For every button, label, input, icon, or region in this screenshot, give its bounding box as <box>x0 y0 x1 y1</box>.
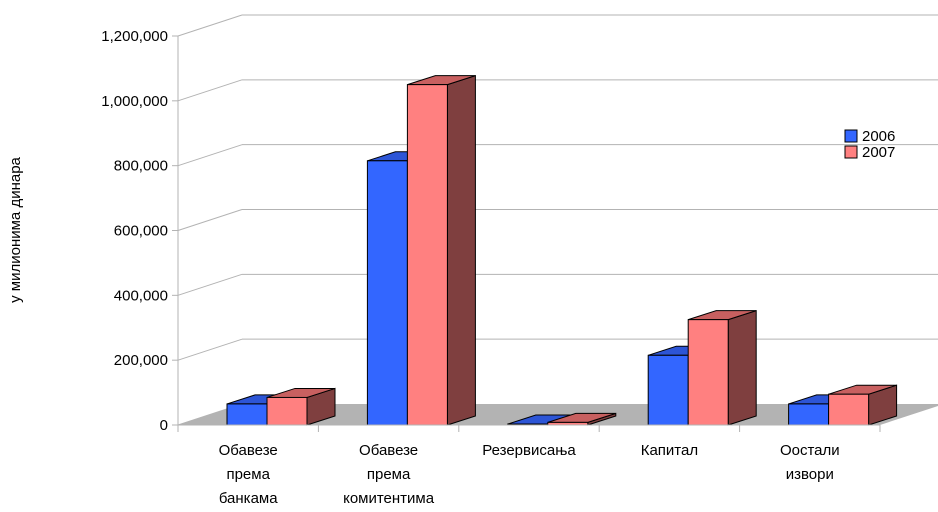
legend-label: 2007 <box>862 144 895 161</box>
x-category-label-line: банкама <box>219 490 278 507</box>
x-category-label: Обавезе према банкама <box>219 442 279 507</box>
bar-side <box>446 74 476 426</box>
bar-front <box>226 403 268 426</box>
bar-side <box>727 309 757 426</box>
x-category-label-line: према <box>226 466 270 483</box>
x-category-label: Оостали извори <box>780 442 840 483</box>
bar-front <box>828 393 870 426</box>
x-category-label-line: Оостали <box>780 442 840 459</box>
y-axis-label: у милионима динара <box>7 156 24 302</box>
legend-label: 2006 <box>862 128 895 145</box>
x-category-label: Капитал <box>641 442 698 459</box>
bar-front <box>406 84 448 426</box>
y-tick-label: 600,000 <box>114 223 168 240</box>
grid-diagonal <box>177 209 243 231</box>
bar-2007 <box>687 309 757 426</box>
x-category-label: Резервисања <box>482 442 576 459</box>
y-tick-label: 1,200,000 <box>101 28 168 45</box>
x-category-label: Обавезе према комитентима <box>343 442 435 507</box>
bar-2007 <box>828 384 898 426</box>
bar-front <box>366 160 408 426</box>
bars <box>226 74 898 426</box>
x-category-label-line: извори <box>786 466 834 483</box>
grid-diagonal <box>177 144 243 167</box>
grid-diagonal <box>177 338 243 361</box>
x-category-label-line: Обавезе <box>219 442 278 459</box>
grid-diagonal <box>177 273 243 296</box>
bar-front <box>647 354 689 426</box>
x-category-label-line: Резервисања <box>482 442 576 459</box>
bar-2007 <box>547 412 617 426</box>
legend-swatch <box>844 129 858 143</box>
x-axis: Обавезе према банкама Обавезе према комитенти… <box>177 424 881 507</box>
x-category-label-line: Капитал <box>641 442 698 459</box>
grid-diagonal <box>177 14 243 37</box>
y-tick-label: 400,000 <box>114 287 168 304</box>
bar-2007 <box>406 74 476 426</box>
bar-front <box>788 403 830 426</box>
grid-lines <box>177 14 938 426</box>
x-category-label-line: према <box>367 466 411 483</box>
bar-2007 <box>266 387 336 426</box>
y-axis: 0 200,000 400,000 600,000 800,000 1,000,000 1,… <box>101 28 179 434</box>
x-category-label-line: комитентима <box>343 490 435 507</box>
y-tick-label: 0 <box>160 417 168 434</box>
y-tick-label: 1,000,000 <box>101 93 168 110</box>
x-category-label-line: Обавезе <box>359 442 418 459</box>
grid-diagonal <box>177 79 243 102</box>
bar-front <box>687 319 729 426</box>
y-tick-label: 200,000 <box>114 352 168 369</box>
bar-front <box>266 396 308 426</box>
legend-swatch <box>844 145 858 159</box>
y-tick-label: 800,000 <box>114 158 168 175</box>
